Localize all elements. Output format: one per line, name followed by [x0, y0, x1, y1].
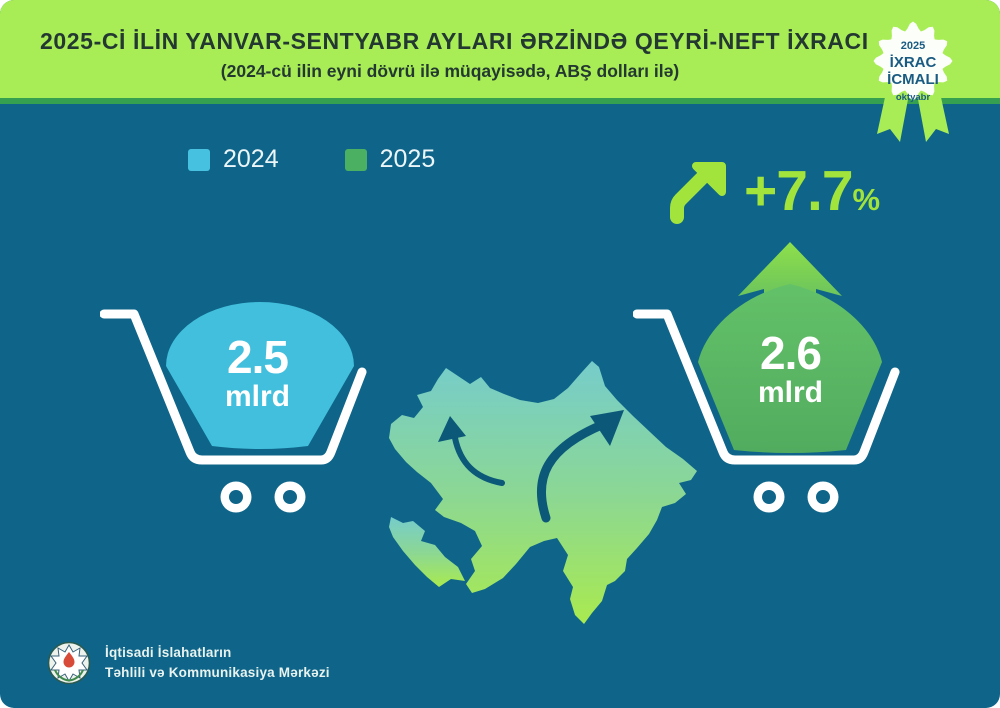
badge-month: oktyabr [896, 92, 931, 103]
map-nakhchivan [389, 517, 465, 587]
page-subtitle: (2024-cü ilin eyni dövrü ilə müqayisədə,… [220, 61, 680, 81]
cart-2025-value: 2.6 [760, 327, 822, 379]
legend-swatch-2025-icon [344, 148, 367, 171]
cart-2025-icon [632, 242, 900, 513]
blob-2025 [698, 284, 882, 453]
badge-line1: İXRAC [890, 54, 937, 71]
org-name-line2: Təhlili və Kommunikasiya Mərkəzi [105, 665, 330, 680]
cart-2024: 2.5 mlrd [99, 240, 400, 530]
growth-unit: % [852, 182, 881, 217]
page-title: 2025-Cİ İLİN YANVAR-SENTYABR AYLARI ƏRZİ… [40, 28, 869, 54]
growth-text: +7.7% [744, 158, 880, 224]
org-name-line1: İqtisadi İslahatların [105, 644, 232, 660]
org-logo-icon [47, 641, 91, 685]
cart-2025-unit: mlrd [757, 376, 823, 409]
legend-item-2025: 2025 [344, 145, 436, 174]
cart-2024-value: 2.5 [227, 331, 289, 383]
header: 2025-Cİ İLİN YANVAR-SENTYABR AYLARI ƏRZİ… [0, 0, 1000, 104]
legend-label-2025: 2025 [379, 145, 436, 173]
growth-indicator: +7.7% [664, 158, 880, 224]
trend-up-arrow-icon [670, 162, 726, 224]
badge-year: 2025 [901, 40, 925, 52]
cart-2025: 2.6 mlrd [632, 240, 933, 530]
badge-line2: İCMALI [887, 71, 939, 88]
legend-swatch-2024-icon [188, 148, 210, 171]
org-name: İqtisadi İslahatların Təhlili və Kommuni… [105, 643, 330, 684]
map-azerbaijan [389, 361, 697, 624]
legend-item-2024: 2024 [188, 145, 279, 174]
export-arrows-icon [438, 410, 624, 523]
legend-label-2024: 2024 [223, 145, 279, 173]
badge-rosette: 2025 İXRAC İCMALI oktyabr [873, 21, 953, 142]
source-footer: İqtisadi İslahatların Təhlili və Kommuni… [47, 641, 330, 685]
cart-2024-unit: mlrd [224, 380, 290, 413]
badge-scallop-icon [873, 21, 953, 101]
legend: 2024 2025 [188, 145, 435, 174]
blob-2024 [166, 302, 354, 449]
cart-2024-icon [99, 302, 367, 513]
badge-ribbon-right-icon [917, 88, 949, 142]
growth-value: +7.7 [744, 159, 854, 223]
badge-ribbon-left-icon [877, 88, 909, 142]
